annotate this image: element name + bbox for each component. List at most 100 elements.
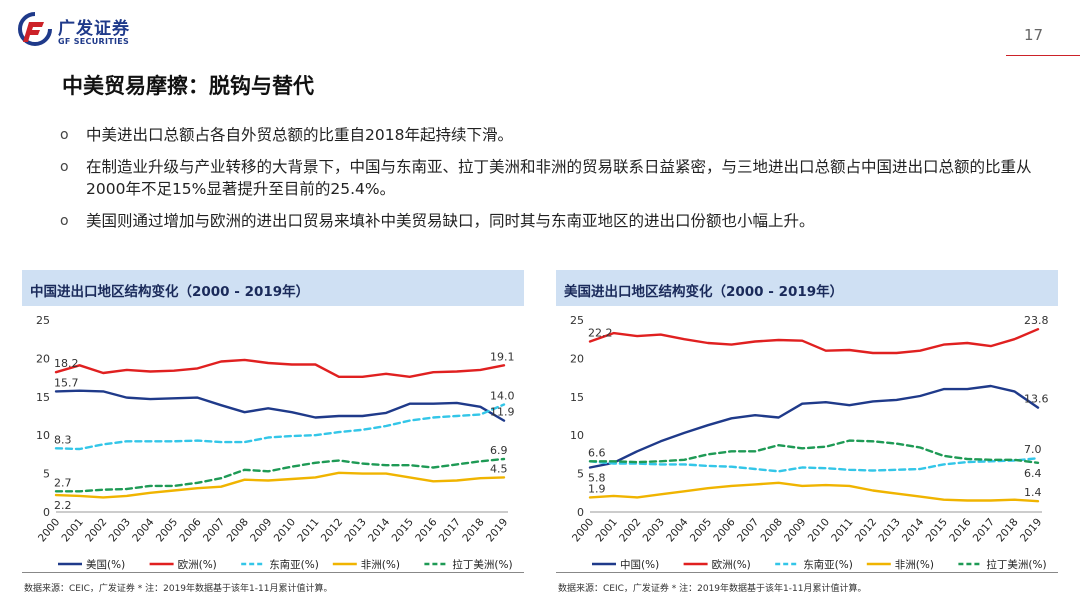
data-label: 6.6 <box>588 446 606 459</box>
x-tick-label: 2013 <box>876 516 902 544</box>
x-tick-label: 2014 <box>366 516 393 544</box>
x-tick-label: 2017 <box>971 516 997 544</box>
us-trade-chart: 美国进出口地区结构变化（2000 - 2019年） 0 5 10 15 20 25 2000… <box>556 270 1058 600</box>
data-label: 8.3 <box>54 433 72 446</box>
y-tick-label: 20 <box>36 352 50 365</box>
y-tick-label: 20 <box>570 352 584 365</box>
data-label: 4.5 <box>490 462 508 475</box>
series-line <box>588 439 1040 465</box>
y-tick-label: 5 <box>43 468 50 481</box>
y-tick-label: 15 <box>570 391 584 404</box>
bullet-text: 中美进出口总额占各自外贸总额的比重自2018年起持续下滑。 <box>86 126 513 144</box>
y-tick-label: 10 <box>36 429 50 442</box>
x-tick-label: 2010 <box>806 516 832 544</box>
series-line <box>54 389 506 422</box>
data-label: 11.9 <box>490 406 515 419</box>
legend-label: 欧洲(%) <box>178 559 217 570</box>
y-tick-label: 0 <box>43 506 50 519</box>
legend-label: 拉丁美洲(%) <box>452 558 512 570</box>
x-tick-label: 2015 <box>390 516 416 544</box>
x-tick-label: 2005 <box>688 516 714 544</box>
x-tick-label: 2007 <box>735 516 761 544</box>
x-tick-label: 2019 <box>1018 516 1044 544</box>
data-label: 6.9 <box>490 444 508 457</box>
chart-plot: 0510152025200020012002200320042005200620… <box>36 314 515 570</box>
y-tick-label: 5 <box>577 468 584 481</box>
bullet-text: 在制造业升级与产业转移的大背景下，中国与东南亚、拉丁美洲和非洲的贸易联系日益紧密… <box>86 158 1032 198</box>
x-tick-label: 2016 <box>947 516 974 544</box>
data-label: 2.7 <box>54 476 72 489</box>
bullet-item: o 在制造业升级与产业转移的大背景下，中国与东南亚、拉丁美洲和非洲的贸易联系日益… <box>60 156 1060 200</box>
legend-label: 中国(%) <box>620 558 659 570</box>
series-line <box>54 358 506 379</box>
x-tick-label: 2001 <box>60 516 86 544</box>
chart-title: 中国进出口地区结构变化（2000 - 2019年） <box>30 284 310 300</box>
data-label: 18.2 <box>54 357 79 370</box>
data-label: 15.7 <box>54 376 79 389</box>
x-tick-label: 2002 <box>83 516 109 544</box>
x-tick-label: 2018 <box>994 516 1020 544</box>
series-line <box>54 457 506 493</box>
bullet-item: o 美国则通过增加与欧洲的进出口贸易来填补中美贸易缺口，同时其与东南亚地区的进出… <box>60 210 1060 232</box>
data-label: 7.0 <box>1024 443 1042 456</box>
series-line <box>588 384 1040 469</box>
x-tick-label: 2019 <box>484 516 510 544</box>
company-logo: 广发证券 GF SECURITIES <box>18 10 148 52</box>
y-tick-label: 25 <box>36 314 50 327</box>
x-tick-label: 2012 <box>853 516 879 544</box>
x-tick-label: 2017 <box>437 516 463 544</box>
data-label: 1.4 <box>1024 486 1042 499</box>
bullet-mark: o <box>60 159 69 175</box>
x-tick-label: 2014 <box>900 516 927 544</box>
series-line <box>54 471 506 499</box>
chart-plot: 0510152025200020012002200320042005200620… <box>570 314 1049 570</box>
y-tick-label: 10 <box>570 429 584 442</box>
x-tick-label: 2000 <box>36 516 62 544</box>
x-tick-label: 2003 <box>641 516 667 544</box>
chart-header: 美国进出口地区结构变化（2000 - 2019年） <box>556 270 1058 306</box>
x-tick-label: 2011 <box>829 516 855 544</box>
legend-label: 非洲(%) <box>895 559 934 570</box>
data-label: 23.8 <box>1024 314 1049 327</box>
data-label: 6.4 <box>1024 467 1042 480</box>
chart-divider <box>22 572 524 573</box>
page-title: 中美贸易摩擦：脱钩与替代 <box>62 74 314 98</box>
x-tick-label: 2001 <box>594 516 620 544</box>
x-tick-label: 2016 <box>413 516 440 544</box>
x-tick-label: 2002 <box>617 516 643 544</box>
x-tick-label: 2010 <box>272 516 298 544</box>
chart-divider <box>556 572 1058 573</box>
page-number: 17 <box>1024 26 1044 44</box>
logo-text-en: GF SECURITIES <box>58 37 130 46</box>
data-label: 22.2 <box>588 327 613 340</box>
series-line <box>54 403 506 451</box>
bullet-text: 美国则通过增加与欧洲的进出口贸易来填补中美贸易缺口，同时其与东南亚地区的进出口份… <box>86 212 815 230</box>
x-tick-label: 2005 <box>154 516 180 544</box>
legend-label: 欧洲(%) <box>712 559 751 570</box>
y-tick-label: 0 <box>577 506 584 519</box>
gf-logo-icon <box>18 12 52 46</box>
x-tick-label: 2003 <box>107 516 133 544</box>
data-label: 1.9 <box>588 482 606 495</box>
x-tick-label: 2004 <box>664 516 691 544</box>
bullet-item: o 中美进出口总额占各自外贸总额的比重自2018年起持续下滑。 <box>60 124 1060 146</box>
y-tick-label: 25 <box>570 314 584 327</box>
x-tick-label: 2009 <box>782 516 808 544</box>
page-number-rule <box>1006 55 1080 56</box>
series-line <box>588 481 1040 503</box>
x-tick-label: 2013 <box>342 516 368 544</box>
logo-text-cn: 广发证券 <box>58 19 130 39</box>
china-trade-chart: 中国进出口地区结构变化（2000 - 2019年） 0 5 10 15 20 25 2000… <box>22 270 524 600</box>
x-tick-label: 2004 <box>130 516 157 544</box>
legend-label: 非洲(%) <box>361 559 400 570</box>
series-line <box>588 328 1040 355</box>
legend-label: 美国(%) <box>86 558 125 570</box>
chart-title: 美国进出口地区结构变化（2000 - 2019年） <box>564 284 844 300</box>
data-label: 2.2 <box>54 499 72 512</box>
x-tick-label: 2008 <box>759 516 785 544</box>
x-tick-label: 2000 <box>570 516 596 544</box>
chart-header: 中国进出口地区结构变化（2000 - 2019年） <box>22 270 524 306</box>
legend-label: 东南亚(%) <box>269 558 319 570</box>
chart-source-note: 数据来源：CEIC，广发证券 * 注：2019年数据基于该年1-11月累计值计算… <box>24 584 333 594</box>
x-tick-label: 2011 <box>295 516 321 544</box>
